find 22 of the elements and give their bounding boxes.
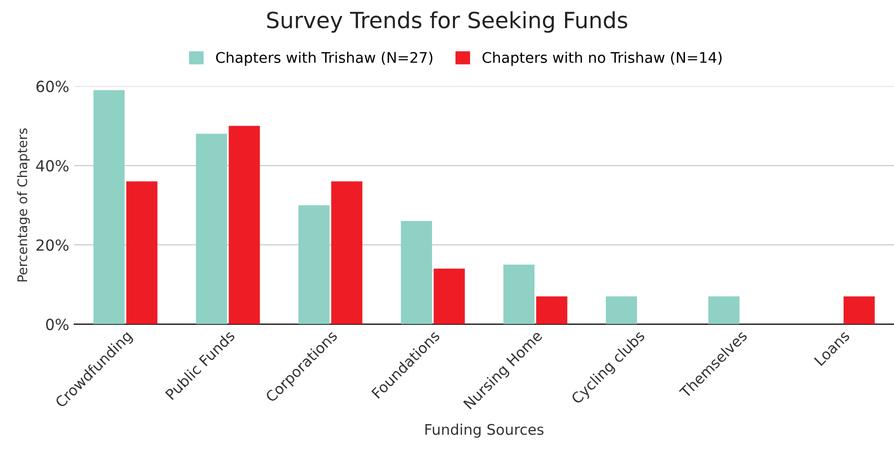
bar [93, 90, 125, 324]
y-tick-label: 60% [36, 80, 68, 92]
bar [331, 181, 362, 324]
bar [844, 296, 875, 324]
bar [126, 181, 158, 324]
bar [400, 221, 432, 324]
y-tick-label: 40% [36, 160, 68, 172]
bar [606, 296, 637, 324]
bar [536, 296, 568, 324]
x-axis-title: Funding Sources [425, 424, 544, 438]
bar [503, 264, 535, 324]
bar [196, 134, 228, 324]
bar [708, 296, 740, 324]
y-tick-label: 20% [36, 239, 68, 251]
bar [298, 205, 330, 324]
bar [228, 126, 260, 324]
bar [434, 268, 465, 324]
y-axis-title: Percentage of Chapters [17, 128, 30, 282]
y-tick-label: 0% [46, 318, 68, 330]
chart-title: Survey Trends for Seeking Funds [267, 11, 628, 33]
legend-label: Chapters with no Trishaw (N=14) [482, 52, 722, 66]
legend-label: Chapters with Trishaw (N=27) [216, 52, 432, 66]
